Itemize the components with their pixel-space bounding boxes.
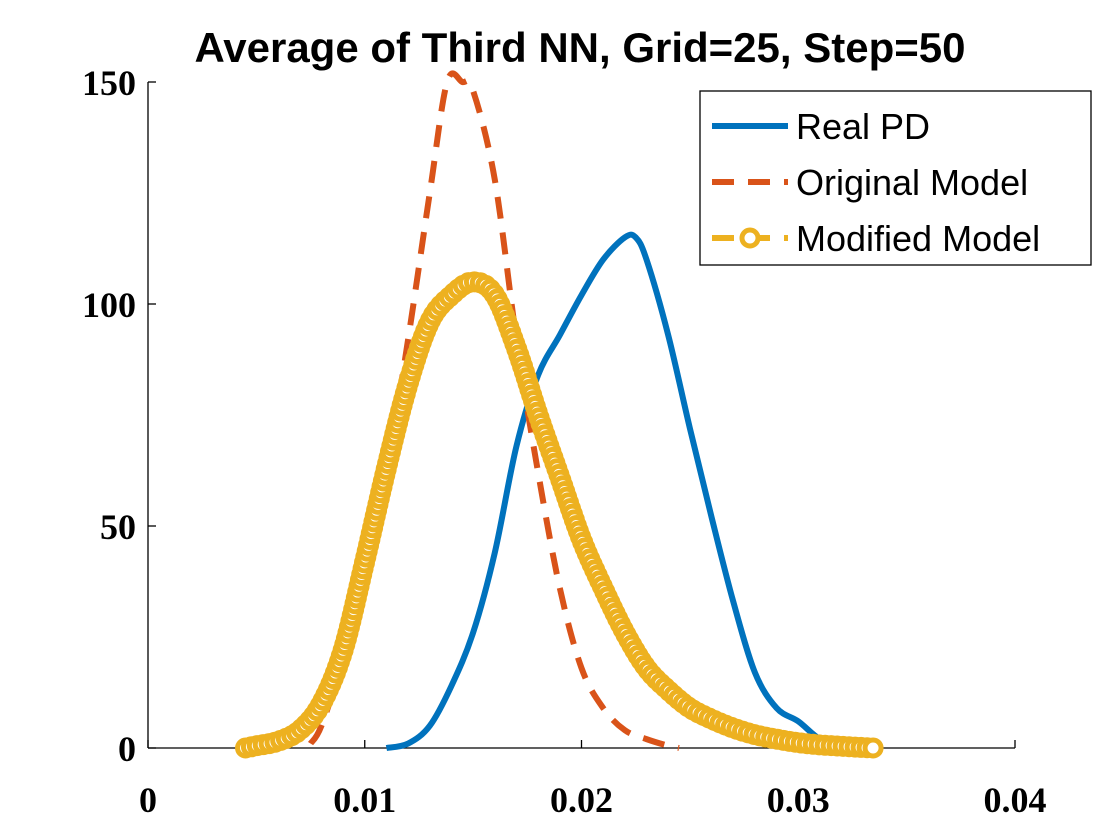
y-tick-label: 50 xyxy=(100,507,136,547)
chart-title: Average of Third NN, Grid=25, Step=50 xyxy=(194,24,965,71)
y-tick-label: 150 xyxy=(82,63,136,103)
legend-label-2: Modified Model xyxy=(796,218,1040,259)
x-tick-label: 0 xyxy=(139,780,157,820)
x-tick-label: 0.01 xyxy=(333,780,396,820)
series-marker-2 xyxy=(862,737,884,759)
y-tick-label: 100 xyxy=(82,285,136,325)
x-tick-label: 0.03 xyxy=(767,780,830,820)
y-tick-label: 0 xyxy=(118,729,136,769)
axes: 0 0.01 0.02 0.03 0.04 0 50 100 150 xyxy=(82,63,1047,820)
legend: Real PD Original Model Modified Model xyxy=(699,90,1092,266)
series-line-0 xyxy=(385,231,864,751)
legend-label-1: Original Model xyxy=(796,162,1028,203)
legend-label-0: Real PD xyxy=(796,106,930,147)
plot-area xyxy=(235,70,884,759)
legend-marker-2 xyxy=(739,227,761,249)
x-tick-label: 0.02 xyxy=(550,780,613,820)
x-tick-label: 0.04 xyxy=(984,780,1047,820)
series-line-1 xyxy=(308,70,680,751)
